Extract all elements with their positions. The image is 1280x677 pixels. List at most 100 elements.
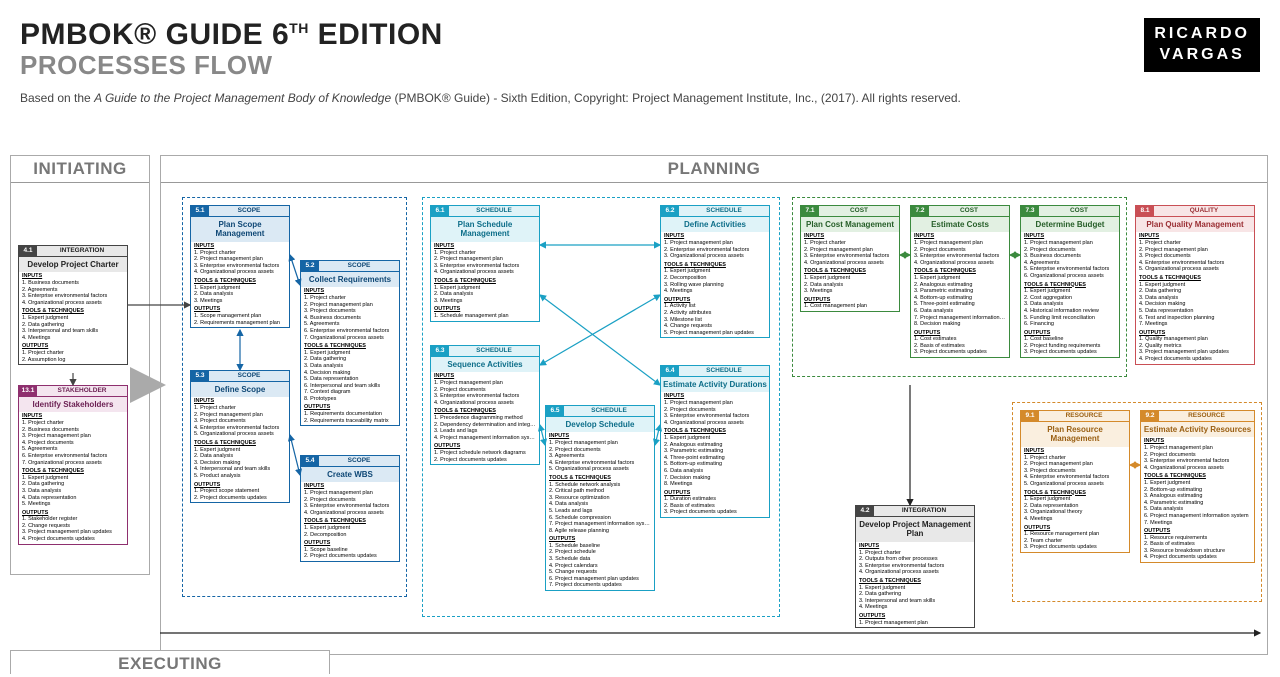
list-item: 2. Data gathering	[22, 481, 124, 488]
outputs-label: OUTPUTS	[801, 296, 899, 304]
list-item: 7. Meetings	[1144, 520, 1251, 527]
list-item: 5. Data representation	[1139, 308, 1251, 315]
tools-list: 1. Expert judgment2. Data analysis3. Mee…	[431, 285, 539, 306]
process-number: 5.2	[301, 261, 319, 271]
list-item: 2. Project management plan	[434, 256, 536, 263]
phase-header-executing: EXECUTING	[11, 651, 329, 677]
list-item: 3. Project documents updates	[1024, 544, 1126, 551]
inputs-label: INPUTS	[856, 542, 974, 550]
tools-label: TOOLS & TECHNIQUES	[661, 261, 769, 269]
list-item: 4. Project documents updates	[1144, 554, 1251, 561]
process-6-2: 6.2SCHEDULEDefine ActivitiesINPUTS1. Pro…	[660, 205, 770, 338]
phase-header-initiating: INITIATING	[11, 156, 149, 183]
list-item: 1. Expert judgment	[664, 268, 766, 275]
list-item: 2. Analogous estimating	[664, 442, 766, 449]
list-item: 1. Project management plan	[1024, 240, 1116, 247]
knowledge-area-label: INTEGRATION	[37, 246, 127, 256]
list-item: 2. Dependency determination and integrat…	[434, 422, 536, 429]
knowledge-area-label: RESOURCE	[1039, 411, 1129, 421]
inputs-label: INPUTS	[301, 287, 399, 295]
list-item: 3. Enterprise environmental factors	[914, 253, 1006, 260]
inputs-list: 1. Project charter2. Project management …	[801, 240, 899, 267]
outputs-label: OUTPUTS	[911, 329, 1009, 337]
list-item: 1. Project charter	[194, 405, 286, 412]
outputs-list: 1. Schedule baseline2. Project schedule3…	[546, 543, 654, 590]
inputs-label: INPUTS	[431, 372, 539, 380]
list-item: 3. Agreements	[549, 453, 651, 460]
process-number: 6.4	[661, 366, 679, 376]
outputs-list: 1. Requirements documentation2. Requirem…	[301, 411, 399, 425]
list-item: 1. Project charter	[434, 250, 536, 257]
tools-label: TOOLS & TECHNIQUES	[856, 577, 974, 585]
list-item: 4. Interpersonal and team skills	[194, 466, 286, 473]
list-item: 5. Three-point estimating	[914, 301, 1006, 308]
outputs-list: 1. Activity list2. Activity attributes3.…	[661, 303, 769, 337]
list-item: 5. Data analysis	[1144, 506, 1251, 513]
inputs-list: 1. Project charter2. Project management …	[191, 405, 289, 439]
list-item: 4. Enterprise environmental factors	[194, 425, 286, 432]
list-item: 4. Business documents	[304, 315, 396, 322]
knowledge-area-label: RESOURCE	[1159, 411, 1254, 421]
outputs-label: OUTPUTS	[19, 509, 127, 517]
inputs-list: 1. Project charter2. Project management …	[1021, 455, 1129, 489]
list-item: 2. Project documents	[304, 497, 396, 504]
list-item: 1. Quality management plan	[1139, 336, 1251, 343]
list-item: 2. Data gathering	[1139, 288, 1251, 295]
list-item: 2. Data gathering	[22, 322, 124, 329]
process-title: Plan Cost Management	[801, 217, 899, 233]
list-item: 4. Decision making	[304, 370, 396, 377]
list-item: 5. Organizational process assets	[549, 466, 651, 473]
outputs-list: 1. Scope baseline2. Project documents up…	[301, 547, 399, 561]
list-item: 1. Schedule network analysis	[549, 482, 651, 489]
list-item: 3. Data analysis	[304, 363, 396, 370]
outputs-label: OUTPUTS	[856, 612, 974, 620]
tools-label: TOOLS & TECHNIQUES	[1136, 274, 1254, 282]
list-item: 2. Project management plan	[1139, 247, 1251, 254]
list-item: 4. Organizational process assets	[664, 420, 766, 427]
list-item: 3. Project documents updates	[1024, 349, 1116, 356]
list-item: 1. Resource requirements	[1144, 535, 1251, 542]
inputs-label: INPUTS	[1136, 232, 1254, 240]
knowledge-area-label: SCHEDULE	[679, 366, 769, 376]
tools-list: 1. Expert judgment2. Data representation…	[1021, 496, 1129, 523]
list-item: 2. Project management plan	[804, 247, 896, 254]
list-item: 2. Project management plan	[194, 256, 286, 263]
citation: Based on the A Guide to the Project Mana…	[20, 91, 1260, 105]
inputs-label: INPUTS	[661, 392, 769, 400]
list-item: 1. Project schedule network diagrams	[434, 450, 536, 457]
inputs-list: 1. Project management plan2. Project doc…	[546, 440, 654, 474]
inputs-list: 1. Project charter2. Project management …	[431, 250, 539, 277]
list-item: 6. Schedule compression	[549, 515, 651, 522]
tools-list: 1. Expert judgment2. Data analysis3. Mee…	[801, 275, 899, 296]
list-item: 1. Activity list	[664, 303, 766, 310]
process-5-4: 5.4SCOPECreate WBSINPUTS1. Project manag…	[300, 455, 400, 562]
outputs-label: OUTPUTS	[1021, 329, 1119, 337]
inputs-label: INPUTS	[301, 482, 399, 490]
tools-list: 1. Expert judgment2. Decomposition	[301, 525, 399, 539]
inputs-list: 1. Business documents2. Agreements3. Ent…	[19, 280, 127, 307]
list-item: 3. Resource optimization	[549, 495, 651, 502]
list-item: 3. Project documents updates	[914, 349, 1006, 356]
knowledge-area-label: SCOPE	[319, 456, 399, 466]
process-6-5: 6.5SCHEDULEDevelop ScheduleINPUTS1. Proj…	[545, 405, 655, 591]
list-item: 8. Meetings	[664, 481, 766, 488]
process-7-2: 7.2COSTEstimate CostsINPUTS1. Project ma…	[910, 205, 1010, 358]
list-item: 2. Data analysis	[194, 291, 286, 298]
tools-label: TOOLS & TECHNIQUES	[191, 277, 289, 285]
tools-label: TOOLS & TECHNIQUES	[546, 474, 654, 482]
list-item: 4. Organizational process assets	[434, 269, 536, 276]
process-4-1: 4.1INTEGRATIONDevelop Project CharterINP…	[18, 245, 128, 365]
outputs-list: 1. Scope management plan2. Requirements …	[191, 313, 289, 327]
list-item: 2. Project documents	[1024, 247, 1116, 254]
list-item: 4. Meetings	[664, 288, 766, 295]
list-item: 5. Organizational process assets	[1139, 266, 1251, 273]
list-item: 5. Data representation	[304, 376, 396, 383]
list-item: 1. Project management plan	[1144, 445, 1251, 452]
list-item: 3. Project management plan updates	[1139, 349, 1251, 356]
tools-label: TOOLS & TECHNIQUES	[911, 267, 1009, 275]
inputs-list: 1. Project management plan2. Project doc…	[661, 400, 769, 427]
list-item: 1. Expert judgment	[914, 275, 1006, 282]
list-item: 3. Leads and lags	[434, 428, 536, 435]
inputs-list: 1. Project charter2. Project management …	[191, 250, 289, 277]
list-item: 2. Project documents updates	[194, 495, 286, 502]
